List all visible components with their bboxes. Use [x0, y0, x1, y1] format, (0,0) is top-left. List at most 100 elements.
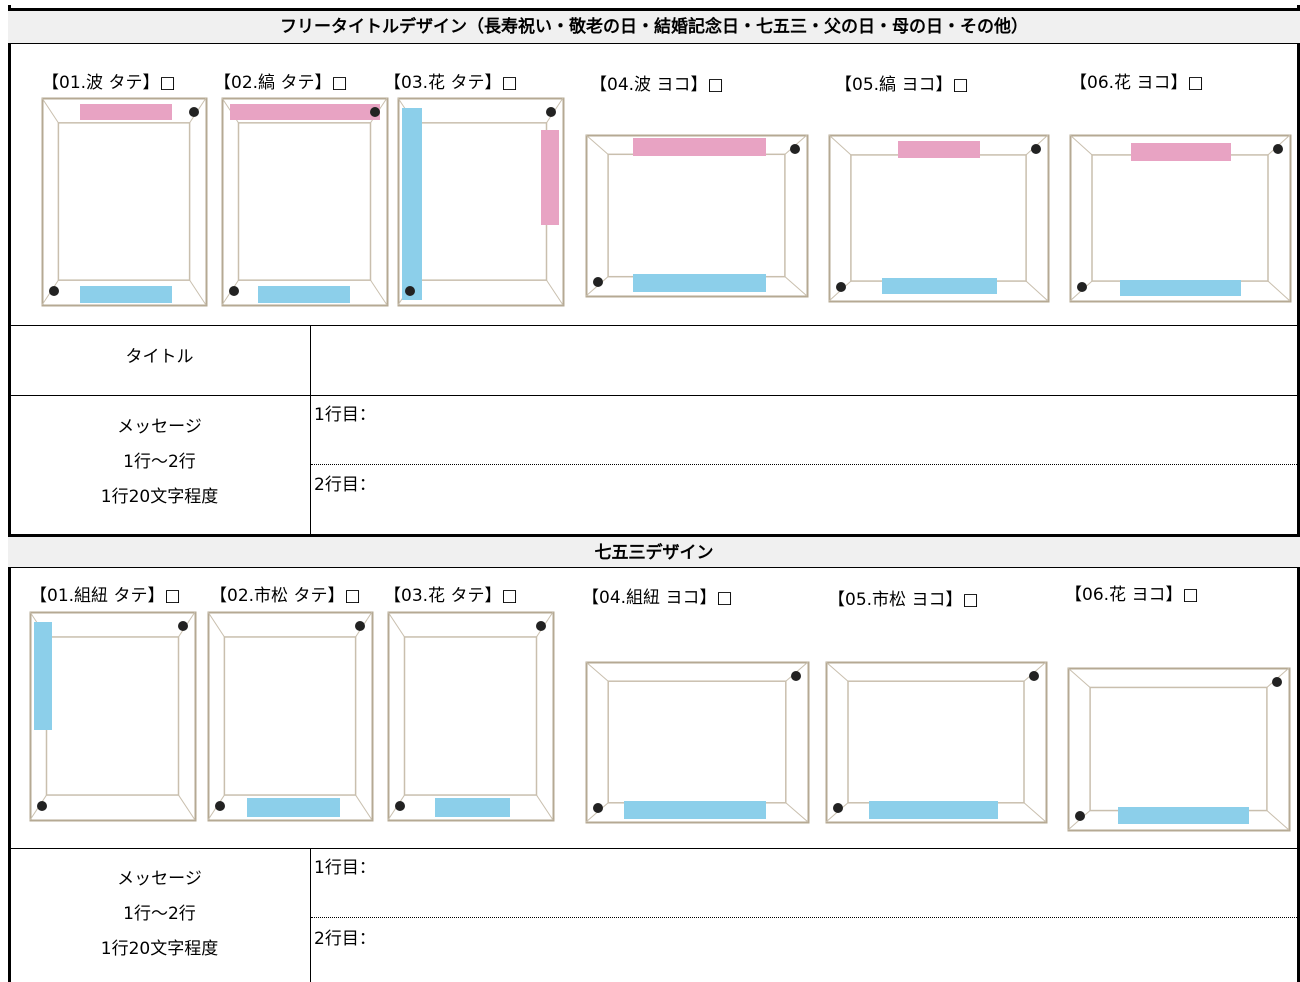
ornament: [836, 282, 846, 292]
ornament: [395, 801, 405, 811]
line-label: 1行目：: [314, 405, 376, 425]
ornament: [370, 107, 380, 117]
line-label: 1行目：: [314, 858, 376, 878]
line-label: 2行目：: [314, 475, 376, 495]
color-band: [402, 108, 422, 300]
label-line: 1行20文字程度: [100, 487, 219, 507]
frame-corner: [546, 279, 564, 306]
ornament: [1272, 677, 1282, 687]
frame-corner: [1266, 810, 1290, 831]
design-label: 【04.波 ヨコ】□: [590, 75, 724, 95]
left-border: [8, 5, 11, 982]
color-band: [80, 104, 172, 120]
frame-corner: [355, 794, 373, 821]
frame-corner: [1069, 134, 1093, 156]
ornament: [405, 286, 415, 296]
color-band: [230, 104, 380, 120]
color-band: [1118, 807, 1249, 824]
ornament: [189, 107, 199, 117]
ornament: [1031, 144, 1041, 154]
ornament: [791, 671, 801, 681]
color-band: [624, 801, 766, 819]
frame-inner: [237, 122, 372, 281]
frame-inner: [607, 153, 786, 278]
color-band: [80, 286, 172, 303]
frame-corner: [785, 802, 809, 823]
ornament: [1273, 144, 1283, 154]
frame-corner: [387, 611, 405, 638]
frame-corner: [585, 661, 609, 682]
ornament: [833, 803, 843, 813]
frame-corner: [784, 276, 808, 297]
ornament: [229, 286, 239, 296]
design-label: 【04.組紐 ヨコ】□: [582, 588, 733, 608]
rule: [8, 848, 1300, 849]
ornament: [593, 803, 603, 813]
dotted-rule: [311, 464, 1297, 465]
color-band: [882, 278, 997, 294]
design-label: 【05.市松 ヨコ】□: [828, 590, 979, 610]
design-label: 【06.花 ヨコ】□: [1065, 585, 1199, 605]
design-label: 【01.波 タテ】□: [42, 73, 176, 93]
section-title: フリータイトルデザイン（長寿祝い・敬老の日・結婚記念日・七五三・父の日・母の日・…: [8, 8, 1300, 44]
ornament: [1075, 811, 1085, 821]
ornament: [1029, 671, 1039, 681]
color-band: [869, 801, 998, 819]
color-band: [435, 798, 510, 817]
ornament: [790, 144, 800, 154]
rule: [8, 325, 1300, 326]
line-label: 2行目：: [314, 929, 376, 949]
label-line: メッセージ: [117, 869, 202, 889]
color-band: [247, 798, 340, 817]
design-label: 【05.縞 ヨコ】□: [835, 75, 969, 95]
design-label: 【03.花 タテ】□: [384, 586, 518, 606]
design-label: 【02.市松 タテ】□: [210, 586, 361, 606]
ornament: [37, 801, 47, 811]
frame-inner: [45, 636, 180, 796]
frame-inner: [1091, 154, 1269, 282]
ornament: [215, 801, 225, 811]
frame-inner: [403, 636, 538, 796]
frame-corner: [189, 279, 207, 306]
frame-corner: [41, 97, 59, 124]
frame-corner: [1025, 280, 1049, 302]
frame-inner: [223, 636, 357, 796]
frame-corner: [828, 134, 852, 156]
color-band: [633, 274, 766, 292]
frame-corner: [536, 794, 554, 821]
frame-corner: [370, 279, 388, 306]
message-label: メッセージ 1行～2行 1行20文字程度: [8, 862, 311, 967]
frame-inner: [607, 680, 787, 804]
ornament: [355, 621, 365, 631]
ornament: [546, 107, 556, 117]
title-label: タイトル: [125, 347, 194, 367]
design-label: 【06.花 ヨコ】□: [1070, 73, 1204, 93]
frame-corner: [178, 794, 196, 821]
frame-corner: [825, 661, 849, 682]
color-band: [541, 130, 559, 225]
ornament: [1077, 282, 1087, 292]
rule: [8, 395, 1300, 396]
frame-corner: [585, 134, 609, 155]
ornament: [536, 621, 546, 631]
color-band: [633, 138, 766, 156]
right-border: [1297, 5, 1300, 982]
frame-corner: [1023, 802, 1047, 823]
color-band: [1120, 280, 1241, 296]
frame-inner: [847, 680, 1025, 804]
ornament: [49, 286, 59, 296]
label-line: 1行20文字程度: [100, 939, 219, 959]
design-label: 【02.縞 タテ】□: [214, 73, 348, 93]
color-band: [1131, 143, 1231, 161]
color-band: [34, 622, 52, 730]
frame-corner: [1067, 667, 1091, 688]
frame-corner: [207, 611, 225, 638]
col-rule: [310, 325, 311, 535]
frame-inner: [850, 154, 1027, 282]
section-title: 七五三デザイン: [8, 534, 1300, 568]
col-rule: [310, 848, 311, 982]
message-label: メッセージ 1行～2行 1行20文字程度: [8, 410, 311, 515]
design-label: 【03.花 タテ】□: [384, 73, 518, 93]
